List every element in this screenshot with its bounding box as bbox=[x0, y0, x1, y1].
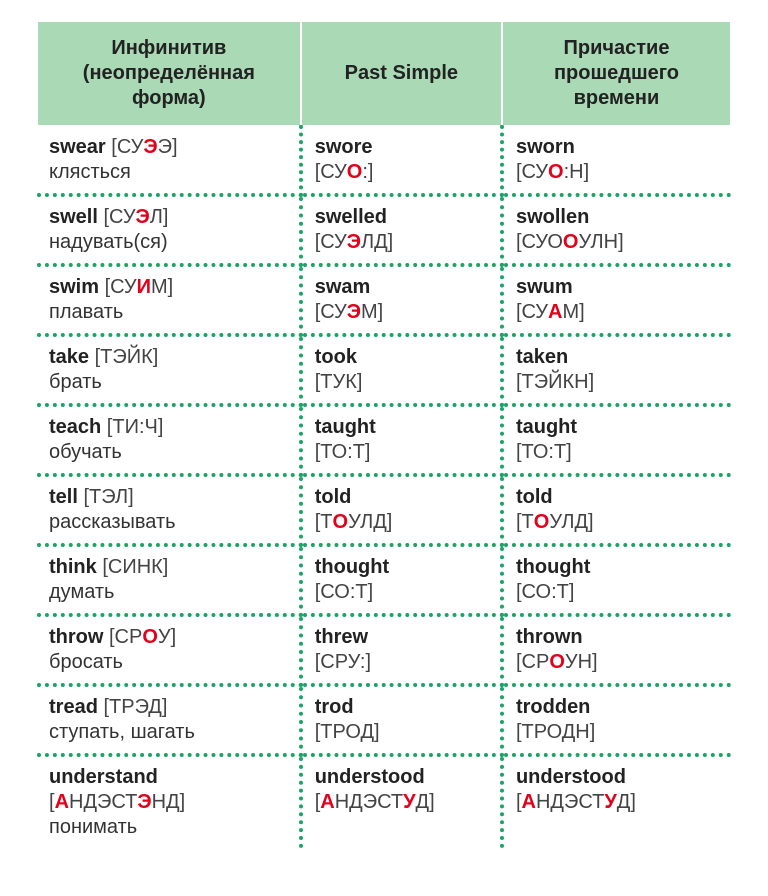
table-cell: taught[ТО:Т] bbox=[301, 405, 502, 475]
irregular-verbs-table: Инфинитив (неопределённая форма) Past Si… bbox=[36, 20, 732, 848]
verb-word: swear bbox=[49, 136, 106, 158]
table-cell: understood[АНДЭСТУД] bbox=[301, 755, 502, 848]
verb-word: swell bbox=[49, 206, 98, 228]
table-cell: think [СИНК]думать bbox=[37, 545, 301, 615]
table-cell: threw[СРУ:] bbox=[301, 615, 502, 685]
table-row: take [ТЭЙК]братьtook[ТУК]taken[ТЭЙКН] bbox=[37, 335, 731, 405]
table-row: tell [ТЭЛ]рассказыватьtold[ТОУЛД]told[ТО… bbox=[37, 475, 731, 545]
verb-word: taught bbox=[516, 416, 577, 438]
verb-word: trod bbox=[315, 696, 354, 718]
verb-word: thought bbox=[516, 556, 590, 578]
verb-word: tell bbox=[49, 486, 78, 508]
table-row: swear [СУЭЭ]клястьсяswore[СУО:]sworn[СУО… bbox=[37, 126, 731, 195]
table-cell: teach [ТИ:Ч]обучать bbox=[37, 405, 301, 475]
verb-word: trodden bbox=[516, 696, 590, 718]
verb-translation: рассказывать bbox=[49, 510, 289, 535]
verb-word: sworn bbox=[516, 136, 575, 158]
verb-word: teach bbox=[49, 416, 101, 438]
verb-word: understand bbox=[49, 766, 158, 788]
table-cell: told[ТОУЛД] bbox=[301, 475, 502, 545]
verb-word: took bbox=[315, 346, 357, 368]
verb-word: swim bbox=[49, 276, 99, 298]
verb-word: swam bbox=[315, 276, 371, 298]
table-header-row: Инфинитив (неопределённая форма) Past Si… bbox=[37, 21, 731, 126]
verb-word: swelled bbox=[315, 206, 387, 228]
verb-translation: понимать bbox=[49, 815, 289, 840]
verb-word: swum bbox=[516, 276, 573, 298]
table-row: swell [СУЭЛ]надувать(ся)swelled[СУЭЛД]sw… bbox=[37, 195, 731, 265]
table-cell: trodden[ТРОДН] bbox=[502, 685, 731, 755]
verb-translation: ступать, шагать bbox=[49, 720, 289, 745]
table-cell: swear [СУЭЭ]клясться bbox=[37, 126, 301, 195]
verb-word: understood bbox=[516, 766, 626, 788]
verb-translation: клясться bbox=[49, 160, 289, 185]
verb-word: tread bbox=[49, 696, 98, 718]
verb-word: understood bbox=[315, 766, 425, 788]
table-cell: tread [ТРЭД]ступать, шагать bbox=[37, 685, 301, 755]
verb-word: told bbox=[516, 486, 553, 508]
table-cell: thought[СО:Т] bbox=[502, 545, 731, 615]
table-cell: told[ТОУЛД] bbox=[502, 475, 731, 545]
verb-word: think bbox=[49, 556, 97, 578]
table-row: tread [ТРЭД]ступать, шагатьtrod[ТРОД]tro… bbox=[37, 685, 731, 755]
verb-translation: брать bbox=[49, 370, 289, 395]
table-cell: swore[СУО:] bbox=[301, 126, 502, 195]
table-cell: sworn[СУО:Н] bbox=[502, 126, 731, 195]
table-cell: took[ТУК] bbox=[301, 335, 502, 405]
table-cell: swum[СУАМ] bbox=[502, 265, 731, 335]
table-cell: swollen[СУООУЛН] bbox=[502, 195, 731, 265]
table-cell: understood[АНДЭСТУД] bbox=[502, 755, 731, 848]
table-cell: taught[ТО:Т] bbox=[502, 405, 731, 475]
table-row: understand [АНДЭСТЭНД]пониматьunderstood… bbox=[37, 755, 731, 848]
verb-word: taught bbox=[315, 416, 376, 438]
verb-translation: думать bbox=[49, 580, 289, 605]
table-cell: tell [ТЭЛ]рассказывать bbox=[37, 475, 301, 545]
verb-translation: надувать(ся) bbox=[49, 230, 289, 255]
verb-word: swore bbox=[315, 136, 373, 158]
table-row: think [СИНК]думатьthought[СО:Т]thought[С… bbox=[37, 545, 731, 615]
verb-word: take bbox=[49, 346, 89, 368]
verb-word: throw bbox=[49, 626, 103, 648]
table-cell: thrown[СРОУН] bbox=[502, 615, 731, 685]
table-cell: understand [АНДЭСТЭНД]понимать bbox=[37, 755, 301, 848]
verb-word: thrown bbox=[516, 626, 583, 648]
verb-translation: обучать bbox=[49, 440, 289, 465]
table-cell: swelled[СУЭЛД] bbox=[301, 195, 502, 265]
table-cell: thought[СО:Т] bbox=[301, 545, 502, 615]
header-past-participle: Причастие прошедшего времени bbox=[502, 21, 731, 126]
table-cell: swell [СУЭЛ]надувать(ся) bbox=[37, 195, 301, 265]
verb-word: taken bbox=[516, 346, 568, 368]
table-row: swim [СУИМ]плаватьswam[СУЭМ]swum[СУАМ] bbox=[37, 265, 731, 335]
table-cell: throw [СРОУ]бросать bbox=[37, 615, 301, 685]
table-cell: taken[ТЭЙКН] bbox=[502, 335, 731, 405]
table-row: throw [СРОУ]бросатьthrew[СРУ:]thrown[СРО… bbox=[37, 615, 731, 685]
verb-translation: бросать bbox=[49, 650, 289, 675]
table-row: teach [ТИ:Ч]обучатьtaught[ТО:Т]taught[ТО… bbox=[37, 405, 731, 475]
header-past-simple: Past Simple bbox=[301, 21, 502, 126]
table-cell: trod[ТРОД] bbox=[301, 685, 502, 755]
verb-word: told bbox=[315, 486, 352, 508]
verb-word: thought bbox=[315, 556, 389, 578]
table-cell: swim [СУИМ]плавать bbox=[37, 265, 301, 335]
verb-translation: плавать bbox=[49, 300, 289, 325]
verb-word: threw bbox=[315, 626, 368, 648]
table-cell: swam[СУЭМ] bbox=[301, 265, 502, 335]
table-cell: take [ТЭЙК]брать bbox=[37, 335, 301, 405]
header-infinitive: Инфинитив (неопределённая форма) bbox=[37, 21, 301, 126]
verb-word: swollen bbox=[516, 206, 589, 228]
